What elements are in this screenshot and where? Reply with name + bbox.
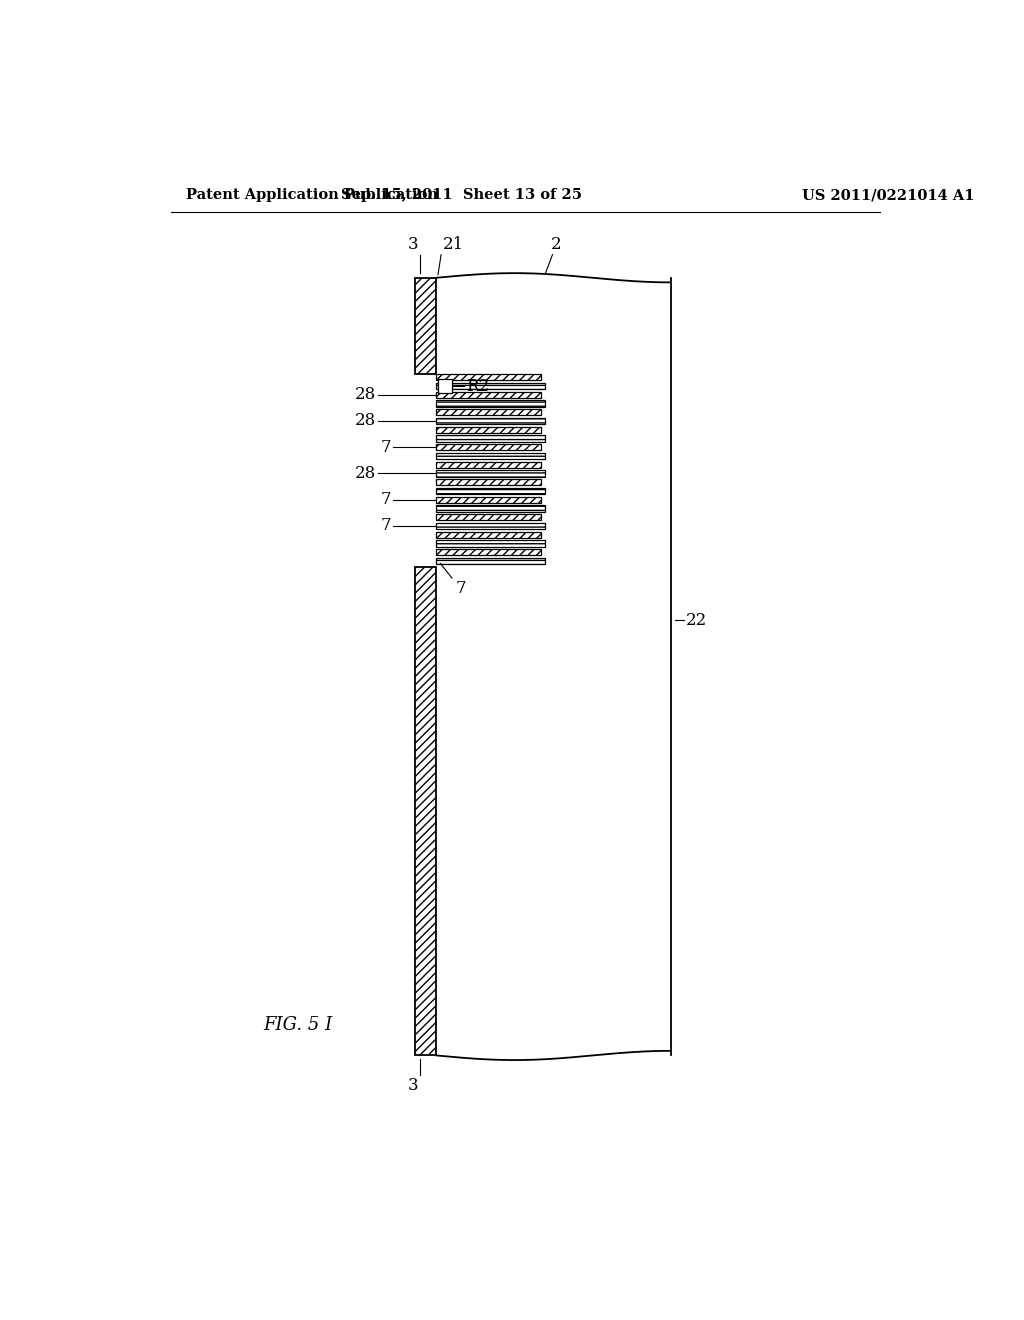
Bar (436, 409, 541, 416)
Bar (436, 513, 541, 520)
Text: 28: 28 (354, 465, 376, 482)
Bar (436, 558, 545, 564)
Text: 7: 7 (381, 517, 391, 535)
Bar (436, 426, 541, 433)
Bar (436, 383, 545, 389)
Bar (436, 462, 541, 467)
Text: 7: 7 (381, 491, 391, 508)
Text: 7: 7 (381, 438, 391, 455)
Text: 3: 3 (408, 1077, 419, 1094)
Bar (436, 417, 545, 424)
Bar (436, 392, 541, 397)
Bar (436, 532, 541, 537)
Text: R2: R2 (466, 378, 489, 395)
Bar (436, 374, 541, 380)
Bar (436, 453, 545, 459)
Text: FIG. 5 I: FIG. 5 I (263, 1015, 333, 1034)
Bar (436, 496, 541, 503)
Text: 21: 21 (442, 236, 464, 253)
Bar (436, 436, 545, 442)
Text: 3: 3 (408, 236, 419, 253)
Bar (436, 444, 541, 450)
Bar (436, 506, 545, 512)
Text: Patent Application Publication: Patent Application Publication (186, 189, 438, 202)
Bar (438, 379, 452, 393)
Text: US 2011/0221014 A1: US 2011/0221014 A1 (802, 189, 975, 202)
Text: 2: 2 (551, 236, 561, 253)
Text: 28: 28 (354, 412, 376, 429)
Bar (436, 470, 545, 477)
Bar (436, 549, 541, 556)
Bar (436, 523, 545, 529)
Bar (436, 479, 541, 486)
Bar (415, 277, 436, 374)
Bar (415, 566, 436, 1056)
Bar (436, 540, 545, 546)
Bar (436, 400, 545, 407)
Bar (436, 488, 545, 494)
Text: 22: 22 (686, 612, 708, 628)
Text: 7: 7 (456, 581, 467, 598)
Text: 28: 28 (354, 387, 376, 403)
Text: Sep. 15, 2011  Sheet 13 of 25: Sep. 15, 2011 Sheet 13 of 25 (341, 189, 582, 202)
